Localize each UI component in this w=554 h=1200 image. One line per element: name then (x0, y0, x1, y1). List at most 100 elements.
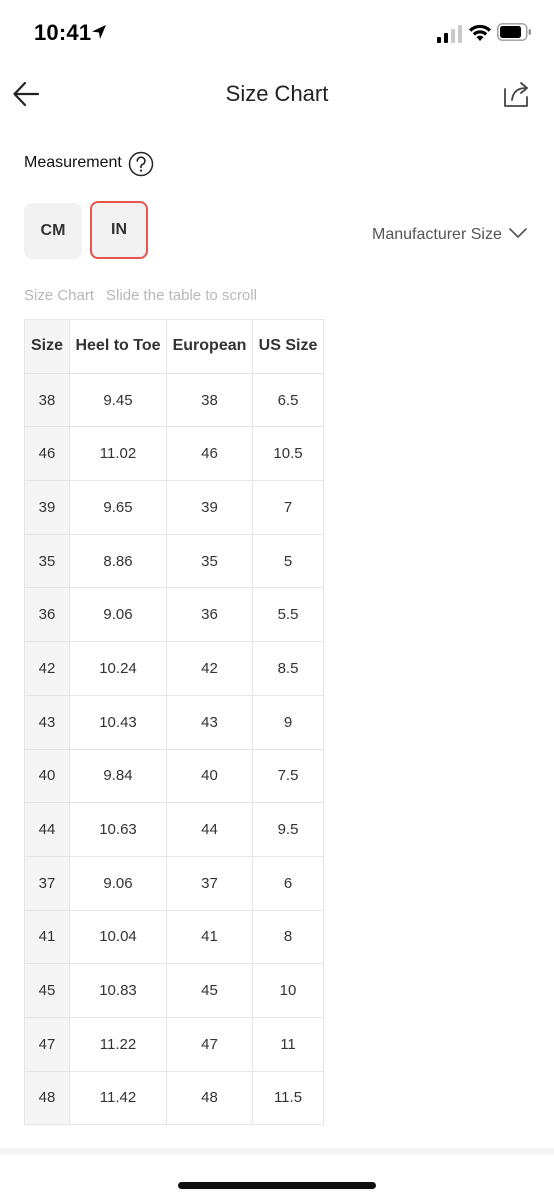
cell-us-size: 8 (252, 909, 324, 965)
cell-european: 44 (166, 802, 253, 857)
cell-size: 43 (24, 694, 70, 750)
cell-european: 41 (166, 909, 253, 965)
cell-us-size: 6 (252, 855, 324, 911)
cell-european: 47 (166, 1016, 253, 1072)
cell-size: 48 (24, 1070, 70, 1126)
cell-us-size: 5.5 (252, 587, 324, 643)
cell-european: 36 (166, 587, 253, 643)
share-icon (504, 82, 528, 107)
cell-us-size: 11 (252, 1016, 324, 1072)
cell-heel-to-toe: 10.43 (69, 694, 167, 750)
cell-heel-to-toe: 8.86 (69, 533, 167, 589)
table-row: 44 10.63 44 9.5 (24, 802, 324, 857)
cell-size: 41 (24, 909, 70, 965)
cell-size: 46 (24, 426, 70, 482)
status-bar: 10:41 (0, 0, 554, 64)
battery-icon (497, 23, 531, 41)
cell-us-size: 8.5 (252, 641, 324, 696)
size-type-dropdown[interactable]: Manufacturer Size (372, 224, 527, 246)
cell-us-size: 6.5 (252, 372, 324, 428)
cell-european: 37 (166, 855, 253, 911)
table-row: 46 11.02 46 10.5 (24, 426, 324, 482)
cell-european: 38 (166, 372, 253, 428)
table-row: 36 9.06 36 5.5 (24, 587, 324, 643)
table-row: 39 9.65 39 7 (24, 480, 324, 535)
cell-european: 42 (166, 641, 253, 696)
cell-us-size: 9 (252, 694, 324, 750)
cell-heel-to-toe: 10.04 (69, 909, 167, 965)
table-row: 41 10.04 41 8 (24, 909, 324, 965)
cell-us-size: 11.5 (252, 1070, 324, 1126)
bottom-divider (0, 1148, 554, 1154)
cell-heel-to-toe: 9.84 (69, 748, 167, 804)
table-row: 35 8.86 35 5 (24, 533, 324, 589)
cell-us-size: 9.5 (252, 802, 324, 857)
cell-heel-to-toe: 9.65 (69, 480, 167, 535)
cell-us-size: 5 (252, 533, 324, 589)
cell-heel-to-toe: 10.83 (69, 963, 167, 1018)
cell-european: 48 (166, 1070, 253, 1126)
cell-us-size: 7 (252, 480, 324, 535)
header-size: Size (24, 319, 70, 374)
header-us-size: US Size (252, 319, 324, 374)
home-indicator (178, 1182, 376, 1189)
cell-us-size: 7.5 (252, 748, 324, 804)
cell-european: 43 (166, 694, 253, 750)
cell-size: 45 (24, 963, 70, 1018)
cell-heel-to-toe: 9.06 (69, 587, 167, 643)
table-row: 48 11.42 48 11.5 (24, 1070, 324, 1126)
cell-us-size: 10 (252, 963, 324, 1018)
cell-size: 37 (24, 855, 70, 911)
arrow-left-icon (13, 81, 40, 107)
cell-heel-to-toe: 11.42 (69, 1070, 167, 1126)
unit-in-button[interactable]: IN (90, 201, 148, 259)
table-row: 42 10.24 42 8.5 (24, 641, 324, 696)
table-row: 40 9.84 40 7.5 (24, 748, 324, 804)
cell-size: 35 (24, 533, 70, 589)
cell-european: 46 (166, 426, 253, 482)
cell-heel-to-toe: 10.24 (69, 641, 167, 696)
table-row: 43 10.43 43 9 (24, 694, 324, 750)
cell-size: 36 (24, 587, 70, 643)
cell-european: 39 (166, 480, 253, 535)
measurement-label: Measurement (24, 154, 122, 171)
signal-icon (437, 25, 462, 43)
back-button[interactable] (8, 76, 44, 112)
unit-cm-button[interactable]: CM (24, 203, 82, 259)
table-row: 38 9.45 38 6.5 (24, 372, 324, 428)
cell-size: 40 (24, 748, 70, 804)
cell-european: 40 (166, 748, 253, 804)
table-row: 37 9.06 37 6 (24, 855, 324, 911)
cell-european: 35 (166, 533, 253, 589)
cell-size: 42 (24, 641, 70, 696)
hint-instruction: Slide the table to scroll (106, 287, 257, 304)
wifi-icon (469, 24, 491, 41)
hint-title: Size Chart (24, 287, 95, 304)
page-title: Size Chart (225, 81, 329, 106)
nav-bar: Size Chart (0, 64, 554, 126)
size-table[interactable]: Size Heel to Toe European US Size 38 9.45… (24, 319, 324, 1126)
question-circle-icon[interactable] (128, 151, 154, 177)
header-heel-to-toe: Heel to Toe (69, 319, 167, 374)
cell-european: 45 (166, 963, 253, 1018)
size-type-label: Manufacturer Size (372, 226, 502, 243)
cell-heel-to-toe: 11.02 (69, 426, 167, 482)
cell-size: 38 (24, 372, 70, 428)
header-european: European (166, 319, 253, 374)
cell-heel-to-toe: 10.63 (69, 802, 167, 857)
hint-row: Size Chart Slide the table to scroll (24, 287, 257, 304)
table-row: 45 10.83 45 10 (24, 963, 324, 1018)
table-header-row: Size Heel to Toe European US Size (24, 319, 324, 374)
cell-heel-to-toe: 9.06 (69, 855, 167, 911)
cell-size: 47 (24, 1016, 70, 1072)
location-arrow-icon (92, 25, 106, 39)
cell-size: 39 (24, 480, 70, 535)
status-time: 10:41 (34, 20, 92, 45)
cell-heel-to-toe: 9.45 (69, 372, 167, 428)
table-row: 47 11.22 47 11 (24, 1016, 324, 1072)
chevron-down-icon (509, 228, 527, 238)
share-button[interactable] (498, 76, 534, 112)
cell-us-size: 10.5 (252, 426, 324, 482)
cell-heel-to-toe: 11.22 (69, 1016, 167, 1072)
